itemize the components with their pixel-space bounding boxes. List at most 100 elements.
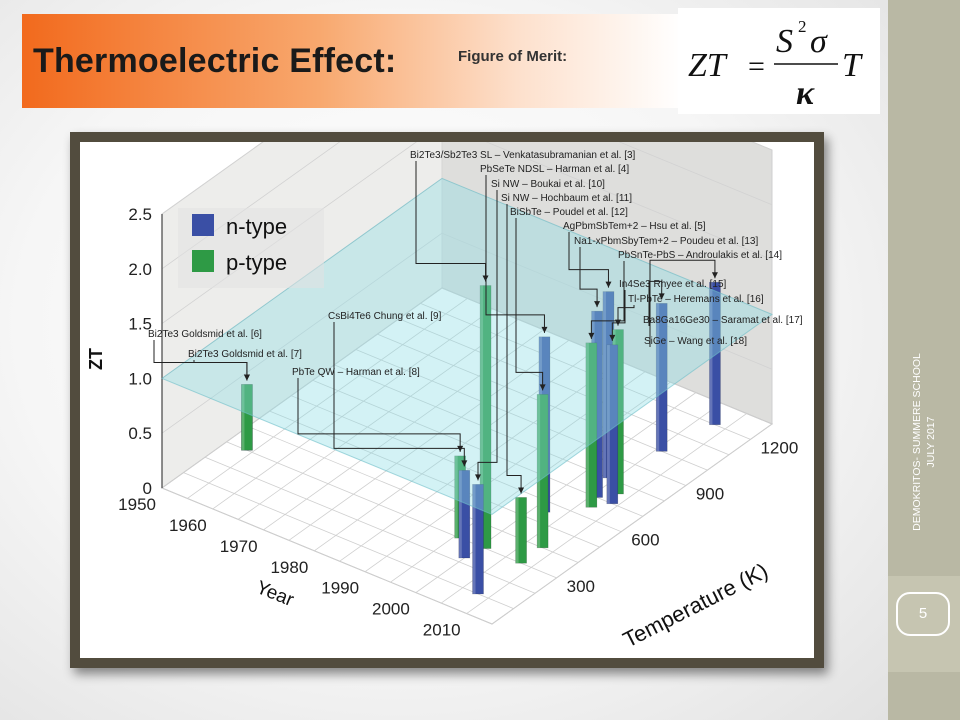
- year-tick-label: 1970: [220, 537, 258, 556]
- legend-label: p-type: [226, 250, 287, 275]
- callout-label: Si NW – Boukai et al. [10]: [491, 179, 605, 190]
- year-tick-label: 1980: [270, 558, 308, 577]
- slide-title: Thermoelectric Effect:: [33, 42, 397, 80]
- p-type-bar: [515, 497, 527, 564]
- zt-tick-label: 2.0: [128, 260, 152, 279]
- floor-grid-line: [440, 402, 722, 604]
- temperature-tick-label: 300: [567, 577, 595, 596]
- formula-numerator-s: S: [776, 23, 793, 60]
- callout-leader: [649, 259, 716, 347]
- callout-arrowhead: [588, 332, 595, 339]
- formula-equals: =: [748, 50, 765, 83]
- formula-rhs: T: [842, 47, 863, 84]
- callout-label: Bi2Te3 Goldsmid et al. [6]: [148, 329, 262, 340]
- callout-label: PbSnTe-PbS – Androulakis et al. [14]: [618, 250, 782, 261]
- floor-grid-line: [355, 349, 686, 486]
- zt-tick-label: 0: [143, 479, 152, 498]
- callout-leader: [477, 190, 498, 481]
- floor-grid-line: [415, 392, 697, 593]
- callout-leader: [568, 232, 609, 288]
- callout-leader: [415, 161, 487, 282]
- temperature-tick-label: 1200: [760, 438, 798, 457]
- year-axis-title: Year: [253, 577, 297, 611]
- callout-leader: [485, 175, 545, 333]
- callout-leader: [579, 247, 598, 308]
- floor-grid-line: [187, 298, 468, 499]
- callout-label: Bi2Te3/Sb2Te3 SL – Venkatasubramanian et…: [410, 150, 636, 161]
- bar-highlight: [480, 285, 484, 549]
- zt-reference-plane: [160, 177, 774, 515]
- n-type-bar: [709, 281, 721, 426]
- callout-label: CsBi4Te6 Chung et al. [9]: [328, 311, 442, 322]
- formula-lhs: ZT: [688, 47, 728, 84]
- p-type-bar: [241, 384, 253, 451]
- callout-leader: [506, 204, 522, 494]
- callout-leader: [611, 290, 626, 341]
- p-type-bar: [585, 342, 598, 508]
- year-tick-label: 2010: [423, 621, 461, 640]
- callout-arrowhead: [539, 384, 546, 391]
- temperature-axis-title: Temperature (K): [619, 558, 772, 652]
- bar-highlight: [537, 394, 541, 548]
- callout-arrowhead: [475, 474, 481, 481]
- floor-grid-line: [212, 308, 494, 510]
- callout-arrowhead: [541, 326, 548, 333]
- zt-tick-label: 2.5: [128, 205, 152, 224]
- callout-arrowhead: [609, 334, 616, 341]
- bar-highlight: [515, 497, 519, 564]
- legend-label: n-type: [226, 214, 287, 239]
- callout-leader: [515, 218, 544, 391]
- callout-label: BiSbTe – Poudel et al. [12]: [510, 207, 628, 218]
- zt-formula: ZT = S 2 σ κ T: [688, 17, 863, 112]
- floor-grid-line: [161, 487, 493, 625]
- n-type-bar: [472, 484, 484, 595]
- callout-arrowhead: [518, 487, 525, 494]
- callout-leader: [617, 305, 635, 326]
- p-type-bar: [536, 394, 549, 549]
- year-tick-label: 1990: [321, 579, 359, 598]
- callout-label: Si NW – Hochbaum et al. [11]: [501, 193, 632, 204]
- formula-numerator-sigma: σ: [810, 23, 828, 60]
- zt-tick-label: 1.0: [128, 369, 152, 388]
- floor-grid-line: [398, 318, 730, 456]
- callout-label: PbTe QW – Harman et al. [8]: [292, 367, 420, 378]
- floor-grid-line: [491, 423, 773, 625]
- callout-arrowhead: [457, 445, 464, 452]
- callout-label: Bi2Te3 Goldsmid et al. [7]: [188, 349, 302, 360]
- year-tick-label: 1960: [169, 516, 207, 535]
- title-banner: [22, 14, 682, 108]
- bar-highlight: [458, 470, 462, 558]
- footer-line-1: DEMOKRITOS- SUMMERE SCHOOL: [911, 353, 923, 531]
- n-type-bar: [458, 470, 471, 559]
- year-tick-label: 2000: [372, 600, 410, 619]
- floor-grid-line: [390, 381, 671, 583]
- formula-box: ZT = S 2 σ κ T: [678, 8, 880, 114]
- floor-grid-line: [288, 339, 570, 541]
- floor-grid-line: [420, 303, 751, 440]
- zt-axis-title: ZT: [86, 348, 106, 370]
- floor-grid-line: [183, 472, 514, 609]
- zt-tick-label: 0.5: [128, 424, 152, 443]
- callout-label: Ba8Ga16Ge30 – Saramat et al. [17]: [643, 315, 803, 326]
- bar-highlight: [606, 344, 610, 504]
- callout-leader: [333, 322, 465, 467]
- callout-label: AgPbmSbTem+2 – Hsu et al. [5]: [563, 221, 706, 232]
- floor-grid-line: [466, 413, 747, 614]
- callout-arrowhead: [482, 275, 489, 282]
- temperature-tick-label: 900: [696, 485, 724, 504]
- callout-arrowhead: [461, 460, 468, 467]
- bar-highlight: [472, 484, 476, 594]
- legend-swatch: [192, 250, 214, 272]
- callout-leader: [297, 378, 461, 452]
- bar-highlight: [585, 342, 589, 508]
- page-number-badge: 5: [896, 592, 950, 636]
- callout-label: In4Se3 Rhyee et al. [15]: [619, 279, 727, 290]
- legend-swatch: [192, 214, 214, 236]
- floor-grid-line: [161, 287, 443, 489]
- wall-grid-line: [161, 142, 773, 215]
- floor-grid-line: [237, 319, 519, 520]
- callout-label: Na1-xPbmSbyTem+2 – Poudeu et al. [13]: [574, 236, 758, 247]
- bar-highlight: [709, 282, 713, 425]
- year-tick-label: 1950: [118, 495, 156, 514]
- chart-area: 0 0.5 1.0 1.5 2.0 2.5 1950 1960 1970 1980 1990 2000…: [80, 142, 814, 658]
